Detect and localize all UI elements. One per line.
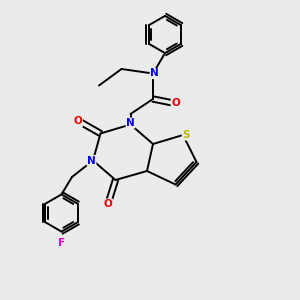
Text: N: N bbox=[150, 68, 159, 79]
Text: O: O bbox=[171, 98, 180, 109]
Text: O: O bbox=[74, 116, 82, 127]
Text: S: S bbox=[182, 130, 190, 140]
Text: N: N bbox=[87, 155, 96, 166]
Text: O: O bbox=[103, 199, 112, 209]
Text: F: F bbox=[58, 238, 65, 248]
Text: N: N bbox=[126, 118, 135, 128]
